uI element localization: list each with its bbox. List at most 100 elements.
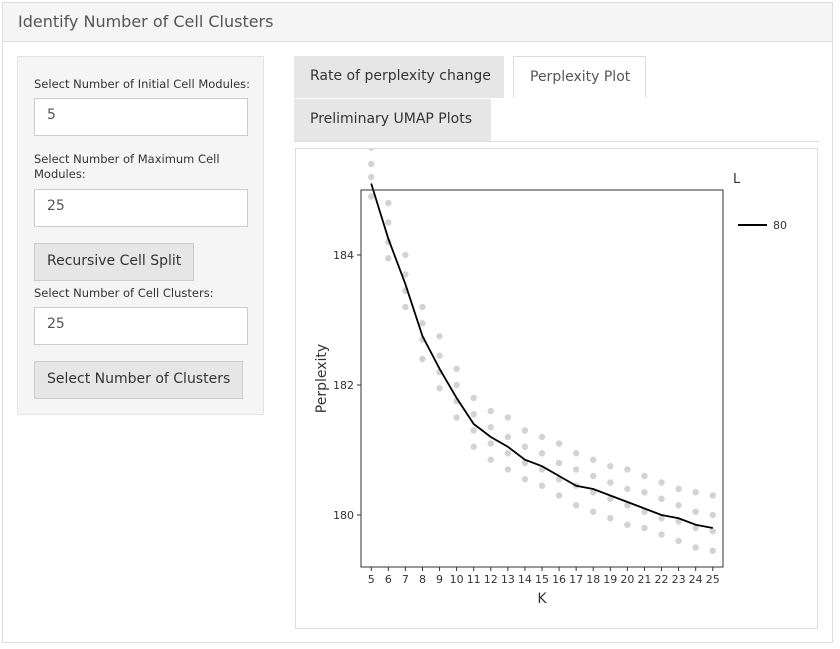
data-point <box>402 303 409 311</box>
x-tick-label: 5 <box>368 573 375 586</box>
data-point <box>658 531 665 538</box>
tab-rate-of-perplexity-change[interactable]: Rate of perplexity change <box>294 56 504 98</box>
data-point <box>470 427 477 434</box>
data-point <box>658 495 665 502</box>
data-point <box>538 433 546 441</box>
data-point <box>385 199 392 207</box>
data-point <box>709 547 716 554</box>
select-number-of-clusters-button[interactable]: Select Number of Clusters <box>34 361 244 399</box>
data-point <box>641 524 648 532</box>
data-point <box>419 320 426 327</box>
x-tick-label: 23 <box>672 573 686 586</box>
data-point <box>709 511 716 519</box>
data-point <box>675 518 682 525</box>
data-point <box>692 508 699 515</box>
plot-container: 5 6 7 8 9 10 11 12 13 14 15 16 17 18 19 20 21 22 23 24 25 18… <box>295 144 818 629</box>
data-point <box>470 443 477 450</box>
data-point <box>487 424 494 431</box>
x-tick-label: 17 <box>569 573 583 586</box>
data-point <box>368 173 375 181</box>
data-point <box>521 459 529 467</box>
data-point <box>658 479 665 486</box>
data-point <box>538 482 546 489</box>
data-point <box>368 193 375 200</box>
data-point <box>487 440 494 447</box>
data-point <box>504 414 512 421</box>
data-point <box>641 472 648 480</box>
x-tick-label: 7 <box>402 573 409 586</box>
x-tick-label: 12 <box>484 573 498 586</box>
y-tick-label: 182 <box>333 379 354 392</box>
data-point <box>692 489 699 496</box>
data-point <box>624 502 631 509</box>
data-point <box>709 492 716 499</box>
tab-preliminary-umap-plots[interactable]: Preliminary UMAP Plots <box>294 99 491 141</box>
x-tick-label: 6 <box>385 573 392 586</box>
data-point <box>692 524 699 532</box>
data-point <box>504 466 512 473</box>
data-point <box>521 427 529 434</box>
x-tick-label: 25 <box>706 573 720 586</box>
data-point <box>453 381 460 389</box>
data-point <box>521 443 529 450</box>
initial-modules-input[interactable]: 5 <box>34 98 248 136</box>
y-axis-ticks: 180 182 184 <box>333 249 361 522</box>
tab-perplexity-plot[interactable]: Perplexity Plot <box>513 56 646 98</box>
x-tick-label: 15 <box>535 573 549 586</box>
x-tick-label: 18 <box>586 573 600 586</box>
data-point <box>368 144 375 151</box>
data-point <box>487 456 494 463</box>
panel-title: Identify Number of Cell Clusters <box>18 12 274 31</box>
data-point <box>624 466 631 473</box>
y-tick-label: 184 <box>333 249 354 262</box>
x-tick-label: 20 <box>620 573 634 586</box>
sidebar: Select Number of Initial Cell Modules: 5… <box>17 56 264 415</box>
data-point <box>436 385 443 392</box>
max-modules-label: Select Number of Maximum Cell Modules: <box>34 152 220 181</box>
data-point <box>675 485 682 493</box>
series-line <box>370 183 713 529</box>
tab-bar: Rate of perplexity change Perplexity Plo… <box>294 56 819 142</box>
data-point <box>419 355 426 363</box>
legend-entry-label: 80 <box>773 219 787 232</box>
scatter-points <box>368 144 716 554</box>
legend-title: L <box>733 172 741 187</box>
cell-clusters-label: Select Number of Cell Clusters: <box>34 286 214 300</box>
data-point <box>402 271 409 278</box>
data-point <box>590 472 597 480</box>
data-point <box>555 440 563 447</box>
data-point <box>572 450 580 457</box>
data-point <box>487 407 494 415</box>
data-point <box>658 515 665 522</box>
tab-underline <box>294 141 819 142</box>
data-point <box>555 459 563 467</box>
x-tick-label: 13 <box>501 573 515 586</box>
data-point <box>709 528 716 535</box>
plot-frame <box>360 189 724 568</box>
y-axis-label: Perplexity <box>314 344 330 413</box>
data-point <box>641 489 648 496</box>
cell-clusters-input[interactable]: 25 <box>34 307 248 345</box>
data-point <box>385 219 392 226</box>
data-point <box>624 521 631 528</box>
x-tick-label: 9 <box>436 573 443 586</box>
data-point <box>692 544 699 551</box>
x-tick-label: 22 <box>655 573 669 586</box>
initial-modules-label: Select Number of Initial Cell Modules: <box>34 77 251 91</box>
x-tick-label: 11 <box>467 573 481 586</box>
data-point <box>607 463 614 470</box>
data-point <box>453 414 460 421</box>
recursive-cell-split-button[interactable]: Recursive Cell Split <box>34 243 195 281</box>
x-tick-label: 8 <box>419 573 426 586</box>
x-tick-label: 21 <box>637 573 651 586</box>
x-tick-label: 24 <box>689 573 703 586</box>
data-point <box>555 492 563 499</box>
data-point <box>385 255 392 262</box>
y-tick-label: 180 <box>333 509 354 522</box>
data-point <box>607 479 614 486</box>
data-point <box>368 160 375 168</box>
data-point <box>590 456 597 463</box>
data-point <box>572 466 580 473</box>
data-point <box>504 433 512 441</box>
max-modules-input[interactable]: 25 <box>34 189 248 227</box>
